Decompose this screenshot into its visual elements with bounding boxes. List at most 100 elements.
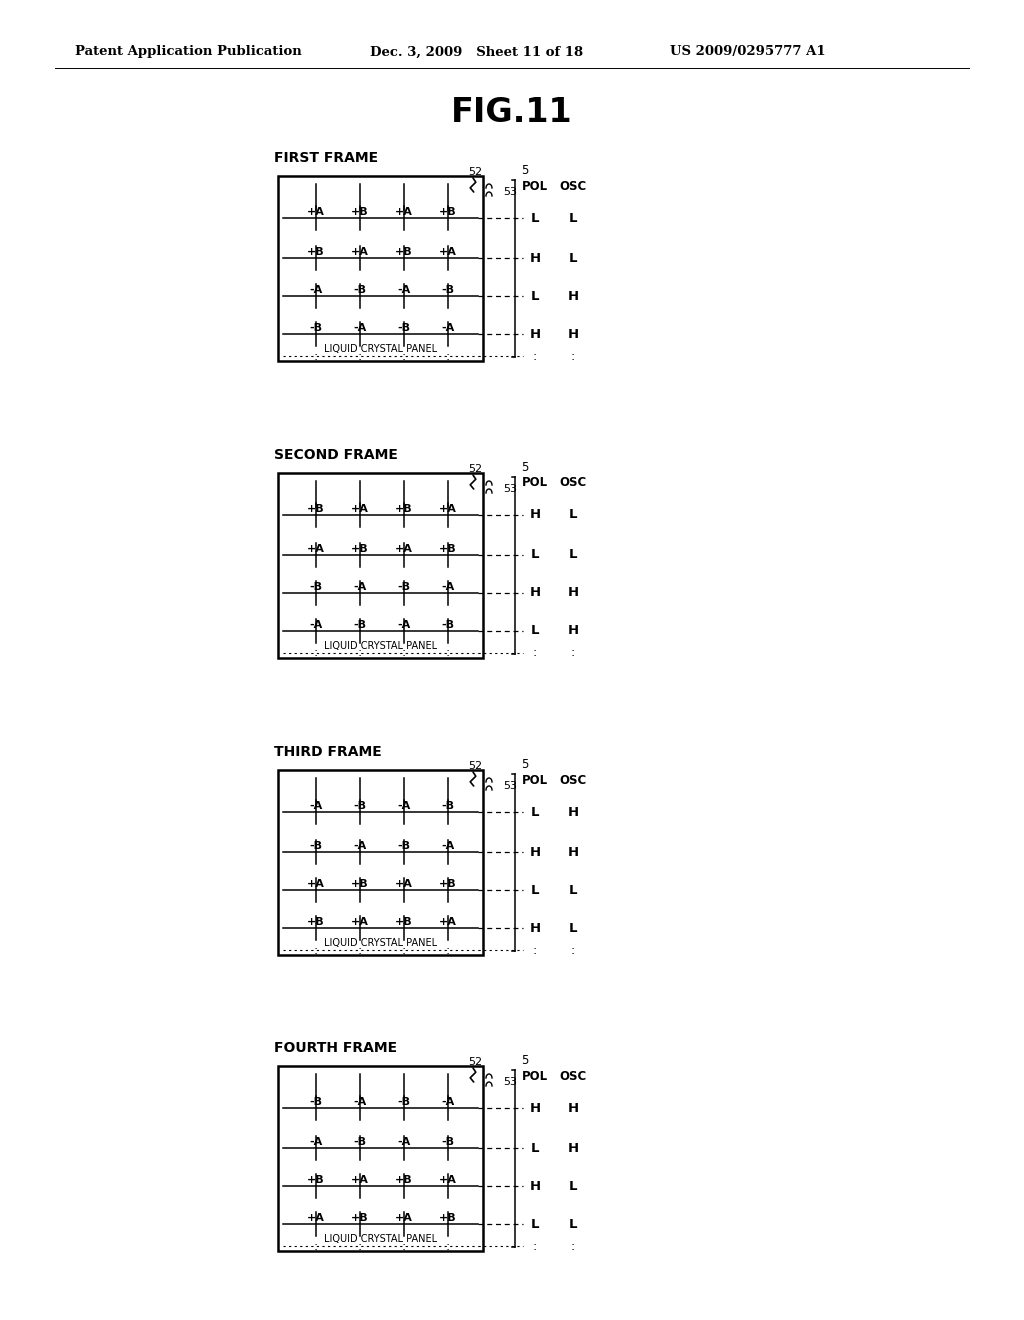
- Text: H: H: [529, 327, 541, 341]
- Text: THIRD FRAME: THIRD FRAME: [274, 744, 382, 759]
- Text: +A: +A: [307, 207, 325, 216]
- Text: -A: -A: [397, 285, 411, 294]
- Text: :: :: [532, 647, 538, 660]
- Text: -A: -A: [309, 620, 323, 630]
- Text: 5: 5: [521, 1053, 528, 1067]
- Text: -A: -A: [441, 1097, 455, 1107]
- Text: Patent Application Publication: Patent Application Publication: [75, 45, 302, 58]
- Text: POL: POL: [522, 477, 548, 490]
- Text: :: :: [401, 944, 407, 957]
- Text: L: L: [568, 508, 578, 521]
- Text: L: L: [530, 624, 540, 638]
- Text: H: H: [567, 846, 579, 858]
- Text: 52: 52: [468, 465, 482, 474]
- Text: -B: -B: [397, 841, 411, 851]
- Text: 52: 52: [468, 168, 482, 177]
- Text: H: H: [529, 252, 541, 264]
- Text: +A: +A: [439, 917, 457, 927]
- Text: H: H: [567, 624, 579, 638]
- Text: -B: -B: [441, 620, 455, 630]
- Text: H: H: [567, 1142, 579, 1155]
- Text: :: :: [314, 1239, 318, 1253]
- Text: +B: +B: [351, 207, 369, 216]
- Text: Dec. 3, 2009   Sheet 11 of 18: Dec. 3, 2009 Sheet 11 of 18: [370, 45, 583, 58]
- Text: +B: +B: [307, 504, 325, 513]
- Text: :: :: [314, 350, 318, 363]
- Text: L: L: [568, 1217, 578, 1230]
- Text: -B: -B: [397, 1097, 411, 1107]
- Text: -B: -B: [309, 323, 323, 333]
- Text: 5: 5: [521, 461, 528, 474]
- Text: L: L: [530, 1142, 540, 1155]
- Text: -A: -A: [309, 1137, 323, 1147]
- Text: LIQUID CRYSTAL PANEL: LIQUID CRYSTAL PANEL: [324, 1234, 437, 1243]
- Text: 53: 53: [503, 1077, 517, 1086]
- Text: L: L: [530, 549, 540, 561]
- Bar: [278, 176, 483, 360]
- Text: L: L: [568, 252, 578, 264]
- Text: OSC: OSC: [559, 1069, 587, 1082]
- Text: +B: +B: [307, 917, 325, 927]
- Text: US 2009/0295777 A1: US 2009/0295777 A1: [670, 45, 825, 58]
- Text: OSC: OSC: [559, 477, 587, 490]
- Text: L: L: [568, 921, 578, 935]
- Text: 52: 52: [468, 1057, 482, 1067]
- Text: :: :: [357, 350, 362, 363]
- Text: +B: +B: [307, 1175, 325, 1185]
- Text: +B: +B: [307, 247, 325, 257]
- Text: -B: -B: [309, 841, 323, 851]
- Text: L: L: [530, 1217, 540, 1230]
- Text: :: :: [570, 350, 575, 363]
- Text: L: L: [568, 549, 578, 561]
- Text: +A: +A: [351, 247, 369, 257]
- Text: OSC: OSC: [559, 774, 587, 787]
- Text: -B: -B: [441, 285, 455, 294]
- Text: -A: -A: [353, 582, 367, 591]
- Text: :: :: [357, 1239, 362, 1253]
- Text: -B: -B: [353, 1137, 367, 1147]
- Text: POL: POL: [522, 774, 548, 787]
- Text: :: :: [532, 1239, 538, 1253]
- Text: :: :: [401, 1239, 407, 1253]
- Text: H: H: [529, 1101, 541, 1114]
- Text: :: :: [570, 944, 575, 957]
- Text: LIQUID CRYSTAL PANEL: LIQUID CRYSTAL PANEL: [324, 939, 437, 948]
- Text: :: :: [445, 350, 451, 363]
- Text: -B: -B: [353, 620, 367, 630]
- Text: +B: +B: [395, 917, 413, 927]
- Text: L: L: [530, 289, 540, 302]
- Text: :: :: [357, 944, 362, 957]
- Text: L: L: [568, 211, 578, 224]
- Text: 5: 5: [521, 758, 528, 771]
- Text: LIQUID CRYSTAL PANEL: LIQUID CRYSTAL PANEL: [324, 345, 437, 354]
- Text: 53: 53: [503, 781, 517, 791]
- Bar: [278, 1067, 483, 1251]
- Text: H: H: [567, 1101, 579, 1114]
- Text: +A: +A: [351, 1175, 369, 1185]
- Text: :: :: [570, 647, 575, 660]
- Text: L: L: [530, 211, 540, 224]
- Text: FIRST FRAME: FIRST FRAME: [274, 150, 378, 165]
- Text: -B: -B: [353, 801, 367, 810]
- Text: L: L: [530, 883, 540, 896]
- Text: +A: +A: [351, 504, 369, 513]
- Text: :: :: [532, 350, 538, 363]
- Text: :: :: [570, 1239, 575, 1253]
- Text: :: :: [314, 647, 318, 660]
- Text: -A: -A: [309, 801, 323, 810]
- Text: -B: -B: [353, 285, 367, 294]
- Text: +A: +A: [395, 544, 413, 554]
- Text: H: H: [529, 508, 541, 521]
- Text: :: :: [357, 647, 362, 660]
- Text: +B: +B: [351, 1213, 369, 1224]
- Text: -B: -B: [309, 1097, 323, 1107]
- Text: :: :: [532, 944, 538, 957]
- Text: H: H: [567, 805, 579, 818]
- Text: +B: +B: [395, 504, 413, 513]
- Text: H: H: [567, 289, 579, 302]
- Text: -A: -A: [397, 620, 411, 630]
- Text: LIQUID CRYSTAL PANEL: LIQUID CRYSTAL PANEL: [324, 642, 437, 651]
- Text: +A: +A: [439, 1175, 457, 1185]
- Text: -B: -B: [441, 1137, 455, 1147]
- Text: H: H: [567, 327, 579, 341]
